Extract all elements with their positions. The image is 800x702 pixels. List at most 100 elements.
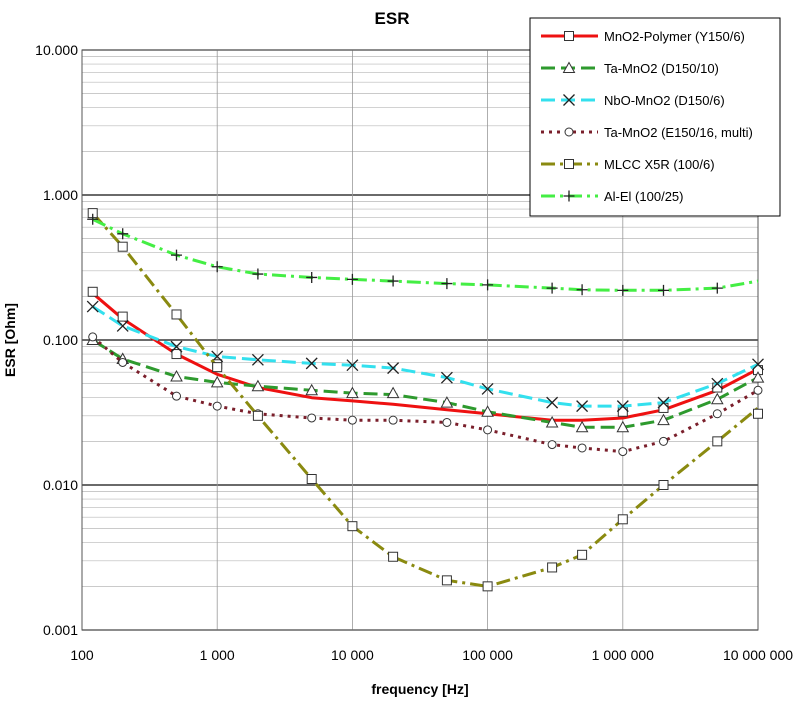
data-point (547, 440, 557, 450)
legend: MnO2-Polymer (Y150/6) Ta-MnO2 (D150/10) Nb… (529, 17, 781, 217)
y-tick-label: 0.010 (43, 477, 78, 493)
data-point (753, 385, 763, 395)
data-point (481, 405, 494, 417)
series-line (91, 212, 759, 588)
legend-marker (564, 31, 574, 41)
x-tick-label: 1 000 000 (592, 647, 654, 663)
data-point (171, 309, 182, 320)
data-point (711, 377, 724, 390)
data-point (387, 275, 399, 287)
legend-label: Ta-MnO2 (E150/16, multi) (604, 125, 753, 140)
data-point (751, 371, 765, 383)
data-point (547, 562, 558, 573)
series-layer (86, 208, 765, 592)
series-line (92, 217, 759, 292)
chart-title: ESR (375, 9, 410, 28)
data-point (481, 382, 494, 395)
legend-marker (564, 159, 574, 169)
data-point (710, 392, 724, 405)
data-point (482, 581, 493, 592)
legend-marker (563, 94, 575, 106)
data-point (577, 443, 587, 453)
data-point (346, 273, 358, 285)
data-point (252, 410, 263, 421)
data-point (118, 357, 128, 367)
data-point (482, 279, 494, 291)
y-tick-label: 1.000 (43, 187, 78, 203)
data-point (386, 386, 400, 399)
series-line (91, 292, 759, 422)
legend-label: MnO2-Polymer (Y150/6) (604, 29, 745, 44)
legend-label: Ta-MnO2 (D150/10) (604, 61, 719, 76)
legend-marker (563, 190, 575, 202)
legend-marker (564, 127, 574, 137)
data-point (753, 408, 763, 419)
data-point (117, 311, 128, 322)
data-point (658, 480, 669, 490)
data-point (347, 521, 358, 532)
y-tick-label: 10.000 (35, 42, 78, 58)
legend-entry: MLCC X5R (100/6) (541, 157, 715, 172)
plot-area-border (81, 49, 759, 631)
legend-entry: Al-El (100/25) (541, 189, 683, 204)
data-point (442, 417, 452, 427)
series-line (91, 338, 759, 429)
data-point (658, 436, 668, 446)
data-point (170, 369, 183, 382)
y-tick-label: 0.100 (43, 332, 78, 348)
legend-label: MLCC X5R (100/6) (604, 157, 715, 172)
data-point (252, 268, 264, 280)
data-point (306, 473, 317, 484)
tick-labels: 0.001 0.010 0.100 1.000 10.000 100 1 000 10 000… (35, 42, 793, 663)
data-point (617, 514, 628, 525)
data-point (170, 340, 183, 353)
data-point (575, 420, 589, 433)
legend-entry: NbO-MnO2 (D150/6) (541, 93, 725, 108)
legend-entry: MnO2-Polymer (Y150/6) (541, 29, 745, 44)
data-point (712, 436, 723, 447)
data-point (441, 278, 453, 290)
data-point (657, 396, 670, 409)
data-point (117, 228, 129, 240)
data-point (251, 353, 264, 366)
data-point (212, 362, 223, 373)
data-point (388, 551, 399, 562)
data-point (251, 379, 265, 392)
data-point (117, 241, 128, 252)
data-point (210, 375, 224, 388)
data-point (657, 284, 669, 296)
legend-entry: Ta-MnO2 (E150/16, multi) (541, 125, 753, 140)
legend-marker (562, 61, 576, 73)
data-point (305, 383, 319, 396)
data-point (212, 401, 222, 411)
x-tick-label: 1 000 (200, 647, 235, 663)
data-point (87, 213, 99, 225)
data-point (307, 413, 317, 423)
data-point (752, 358, 764, 371)
data-point (171, 349, 182, 360)
x-axis-label: frequency [Hz] (371, 681, 468, 697)
data-point (483, 425, 493, 435)
data-point (657, 413, 670, 426)
legend-entry: Ta-MnO2 (D150/10) (541, 61, 719, 76)
data-point (577, 549, 588, 560)
data-point (387, 362, 400, 375)
data-point (576, 400, 589, 413)
data-point (546, 282, 558, 294)
data-point (86, 300, 99, 313)
data-point (88, 332, 98, 342)
y-tick-label: 0.001 (43, 622, 78, 638)
series-3 (86, 300, 764, 413)
data-point (576, 284, 588, 296)
y-axis-label: ESR [Ohm] (2, 303, 18, 377)
data-point (440, 371, 453, 384)
series-5 (87, 208, 763, 592)
data-point (347, 415, 357, 425)
data-point (658, 402, 669, 413)
data-point (441, 575, 452, 586)
x-tick-label: 100 000 (462, 647, 513, 663)
legend-label: NbO-MnO2 (D150/6) (604, 93, 725, 108)
x-tick-label: 10 000 (331, 647, 374, 663)
legend-box (529, 17, 781, 217)
